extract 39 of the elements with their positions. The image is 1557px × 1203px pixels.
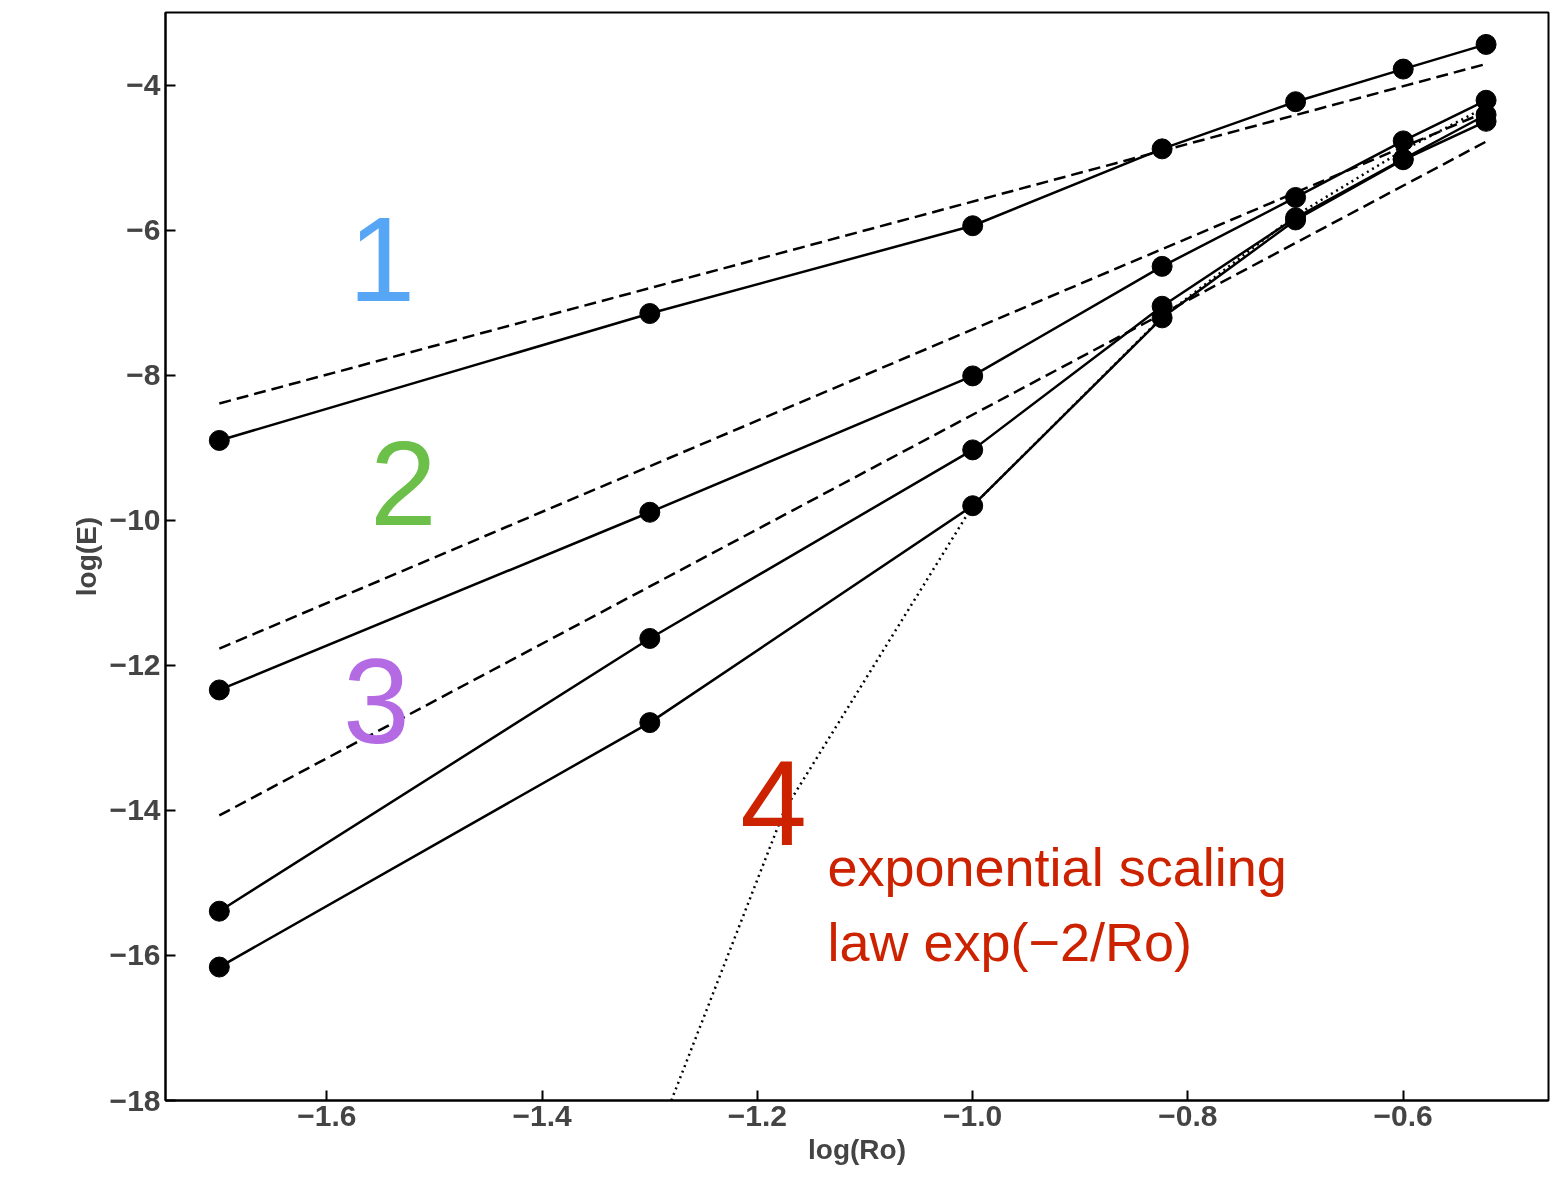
y-tick-label: −4 bbox=[126, 68, 161, 102]
x-tick-label: −1.0 bbox=[943, 1098, 1003, 1132]
x-tick-label: −0.8 bbox=[1158, 1098, 1218, 1132]
annotation: 4 bbox=[740, 735, 807, 870]
point bbox=[1392, 58, 1414, 80]
y-tick-label: −14 bbox=[109, 793, 161, 827]
y-tick-label: −12 bbox=[109, 648, 161, 682]
x-tick-label: −1.4 bbox=[512, 1098, 573, 1132]
annotation: 1 bbox=[348, 191, 416, 326]
point bbox=[1285, 186, 1307, 208]
point bbox=[208, 429, 230, 451]
x-tick-label: −0.6 bbox=[1373, 1098, 1433, 1132]
y-axis-title: log(E) bbox=[70, 516, 102, 597]
point bbox=[639, 303, 661, 324]
x-axis-title: log(Ro) bbox=[808, 1133, 906, 1165]
y-tick-label: −10 bbox=[109, 503, 161, 537]
point bbox=[1151, 255, 1173, 277]
annotation: exponential scaling law exp(−2/Ro) bbox=[827, 837, 1287, 973]
point bbox=[1475, 33, 1497, 55]
y-tick-label: −16 bbox=[109, 938, 161, 972]
point bbox=[962, 215, 984, 237]
y-tick-label: −8 bbox=[126, 358, 161, 392]
point bbox=[208, 679, 230, 701]
point bbox=[639, 627, 661, 649]
point bbox=[1151, 138, 1173, 160]
point bbox=[208, 956, 230, 978]
point bbox=[639, 712, 661, 734]
point bbox=[639, 501, 661, 523]
y-tick-label: −6 bbox=[126, 213, 161, 247]
point bbox=[962, 495, 984, 517]
y-tick-label: −18 bbox=[109, 1083, 161, 1117]
x-tick-label: −1.6 bbox=[297, 1098, 357, 1132]
x-tick-label: −1.2 bbox=[727, 1098, 788, 1132]
point bbox=[1285, 91, 1307, 113]
annotation: 2 bbox=[369, 416, 437, 551]
annotation: 3 bbox=[343, 634, 410, 769]
point bbox=[962, 439, 984, 461]
point bbox=[962, 365, 984, 387]
point bbox=[208, 900, 230, 922]
